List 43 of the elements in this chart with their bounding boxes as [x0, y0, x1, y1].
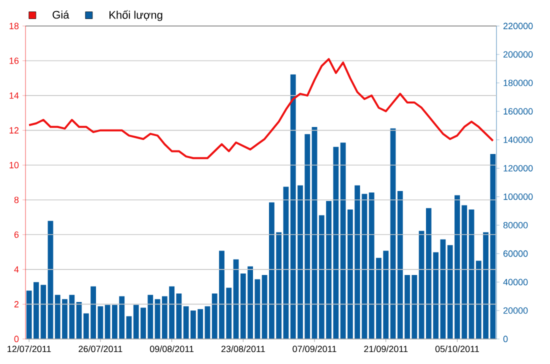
y2-tick-label: 120000 — [504, 165, 533, 172]
bar — [76, 302, 82, 339]
x-tick-label: 12/07/2011 — [8, 346, 51, 352]
bar — [204, 306, 210, 339]
y2-tick-label: 0 — [503, 336, 508, 342]
y2-tick-label: 180000 — [504, 80, 533, 86]
x-tick-label: 05/10/2011 — [435, 346, 479, 352]
y2-tick-label: 100000 — [504, 194, 533, 200]
y-tick-label: 4 — [14, 266, 19, 273]
y-tick-label: 8 — [14, 196, 19, 204]
y-tick-label: 18 — [10, 22, 19, 30]
x-tick-label: 07/09/2011 — [292, 346, 336, 352]
y-tick-label: 2 — [14, 301, 19, 308]
y2-tick-label: 220000 — [503, 22, 533, 30]
bar — [126, 316, 132, 339]
x-tick-label: 09/08/2011 — [150, 346, 194, 352]
y-tick-label: 12 — [10, 127, 19, 134]
bar — [468, 210, 474, 339]
y2-tick-label: 200000 — [503, 51, 533, 58]
bar — [390, 128, 396, 339]
bar — [440, 239, 446, 339]
legend-label: Khối lượng — [110, 10, 162, 22]
y-tick-label: 0 — [14, 336, 19, 342]
y2-tick-label: 80000 — [503, 222, 528, 228]
y-tick-label: 14 — [10, 92, 19, 99]
y2-tick-label: 140000 — [504, 136, 533, 144]
y2-tick-label: 60000 — [503, 250, 528, 257]
bar — [154, 299, 160, 339]
y-tick-label: 6 — [14, 231, 19, 238]
y-tick-label: 16 — [10, 58, 19, 64]
x-tick-label: 23/08/2011 — [221, 346, 265, 352]
bar — [362, 194, 368, 339]
x-tick-label: 26/07/2011 — [78, 346, 122, 352]
y2-tick-label: 20000 — [503, 307, 528, 314]
x-tick-label: 21/09/2011 — [364, 346, 408, 352]
y2-tick-label: 40000 — [503, 278, 528, 286]
bar — [48, 220, 54, 339]
y2-tick-label: 160000 — [504, 108, 533, 115]
legend-label: Giá — [52, 10, 70, 19]
bar — [312, 127, 318, 339]
bar — [233, 259, 239, 339]
bar — [283, 186, 289, 339]
y-tick-label: 10 — [10, 162, 19, 168]
